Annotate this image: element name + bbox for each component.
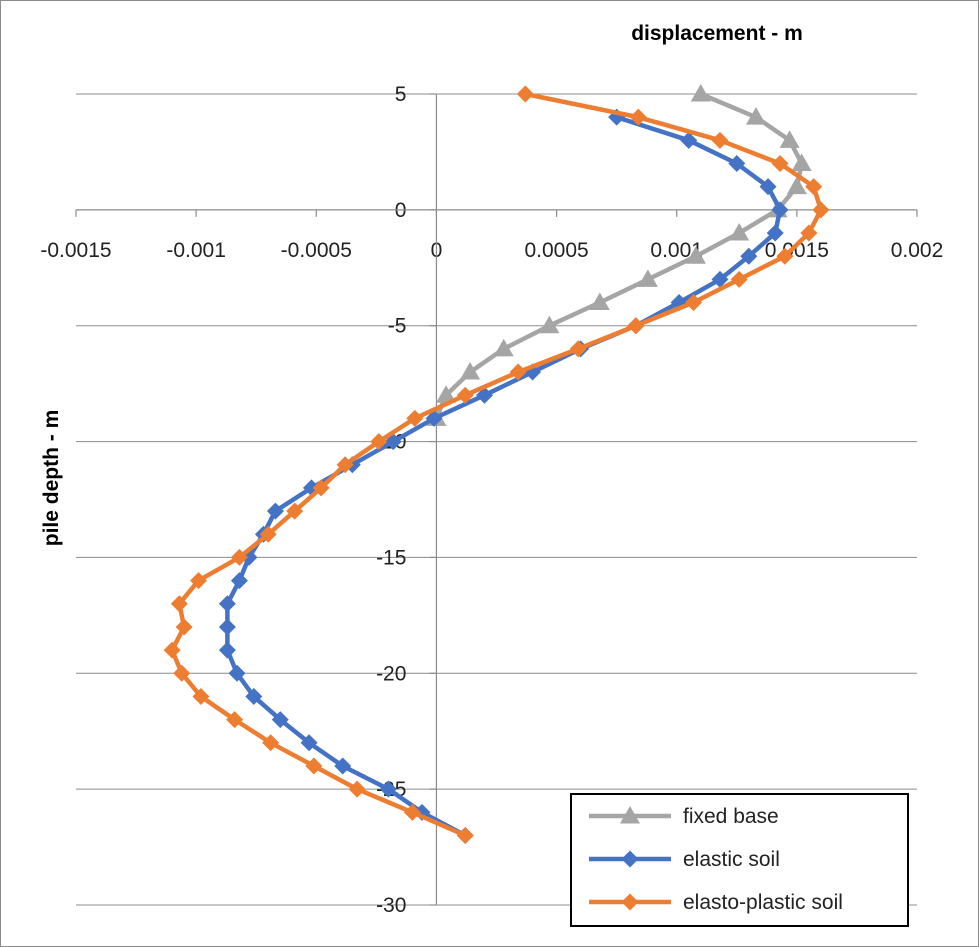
data-point xyxy=(730,270,748,288)
legend: fixed base elastic soil elasto-plastic soi… xyxy=(570,793,909,927)
data-point xyxy=(728,155,746,173)
data-point xyxy=(729,223,750,241)
grid-lines xyxy=(76,93,917,906)
data-point xyxy=(192,687,210,705)
data-point xyxy=(779,130,800,148)
data-point xyxy=(218,595,236,613)
data-point xyxy=(766,224,784,242)
data-point xyxy=(746,107,767,125)
data-point xyxy=(460,362,481,380)
data-point xyxy=(348,780,366,798)
legend-label: elasto-plastic soil xyxy=(683,891,843,914)
data-point xyxy=(637,269,658,287)
series-line xyxy=(225,115,783,838)
legend-swatch-marker xyxy=(621,893,639,911)
data-point xyxy=(271,711,289,729)
y-tick-label: -15 xyxy=(376,546,406,569)
data-point xyxy=(163,641,181,659)
data-point xyxy=(262,734,280,752)
data-point xyxy=(436,385,457,403)
data-point xyxy=(370,433,388,451)
data-point xyxy=(759,178,777,196)
x-axis-title: displacement - m xyxy=(631,22,803,45)
data-point xyxy=(685,294,703,312)
data-point xyxy=(190,572,208,590)
data-point xyxy=(305,757,323,775)
data-point xyxy=(226,711,244,729)
data-point xyxy=(259,525,277,543)
data-point xyxy=(266,502,284,520)
data-point xyxy=(218,618,236,636)
data-point xyxy=(690,84,711,102)
data-point xyxy=(629,108,647,126)
data-point xyxy=(425,409,443,427)
data-point xyxy=(812,201,830,219)
legend-swatch-marker xyxy=(620,806,640,824)
axes: 50-5-10-15-20-25-30-0.0015-0.001-0.00050… xyxy=(40,83,943,917)
data-point xyxy=(771,155,789,173)
data-point xyxy=(228,664,246,682)
data-point xyxy=(334,757,352,775)
x-tick-label: -0.0015 xyxy=(40,239,111,262)
series-line xyxy=(169,91,824,838)
data-point xyxy=(771,201,789,219)
data-point xyxy=(379,780,397,798)
data-point xyxy=(300,734,318,752)
data-point xyxy=(286,502,304,520)
series-2 xyxy=(218,108,789,844)
x-tick-label: 0.0005 xyxy=(524,239,588,262)
data-point xyxy=(170,595,188,613)
x-tick-label: 0.001 xyxy=(650,239,703,262)
data-point xyxy=(456,826,474,844)
data-point xyxy=(539,315,560,334)
data-point xyxy=(786,176,807,195)
data-point xyxy=(516,85,534,103)
data-point xyxy=(627,317,645,335)
data-point xyxy=(173,664,191,682)
data-point xyxy=(456,386,474,404)
data-point xyxy=(245,687,263,705)
legend-label: fixed base xyxy=(683,805,779,828)
data-point xyxy=(569,340,587,358)
data-point xyxy=(406,409,424,427)
data-point xyxy=(711,270,729,288)
y-tick-label: -20 xyxy=(376,662,406,685)
data-point xyxy=(791,153,812,172)
data-point xyxy=(589,292,610,311)
data-point xyxy=(711,131,729,149)
y-tick-label: -30 xyxy=(376,894,406,917)
y-tick-label: 5 xyxy=(395,83,407,106)
data-point xyxy=(312,479,330,497)
data-point xyxy=(336,456,354,474)
series-3 xyxy=(163,85,830,844)
data-point xyxy=(740,247,758,265)
data-point xyxy=(218,641,236,659)
data-point xyxy=(680,131,698,149)
data-point xyxy=(175,618,193,636)
data-point xyxy=(230,572,248,590)
data-point xyxy=(685,246,706,264)
data-point xyxy=(493,338,514,357)
x-tick-label: -0.0005 xyxy=(281,239,352,262)
legend-label: elastic soil xyxy=(683,848,780,871)
legend-swatch-marker xyxy=(621,850,639,868)
data-point xyxy=(230,548,248,566)
x-tick-label: 0.002 xyxy=(891,239,944,262)
y-tick-label: -5 xyxy=(388,315,407,338)
series-1 xyxy=(426,84,812,426)
x-tick-label: -0.001 xyxy=(166,239,226,262)
series-layer xyxy=(163,84,830,844)
y-axis-title: pile depth - m xyxy=(40,410,63,547)
data-point xyxy=(509,363,527,381)
data-point xyxy=(776,247,794,265)
data-point xyxy=(805,178,823,196)
data-point xyxy=(403,803,421,821)
data-point xyxy=(800,224,818,242)
